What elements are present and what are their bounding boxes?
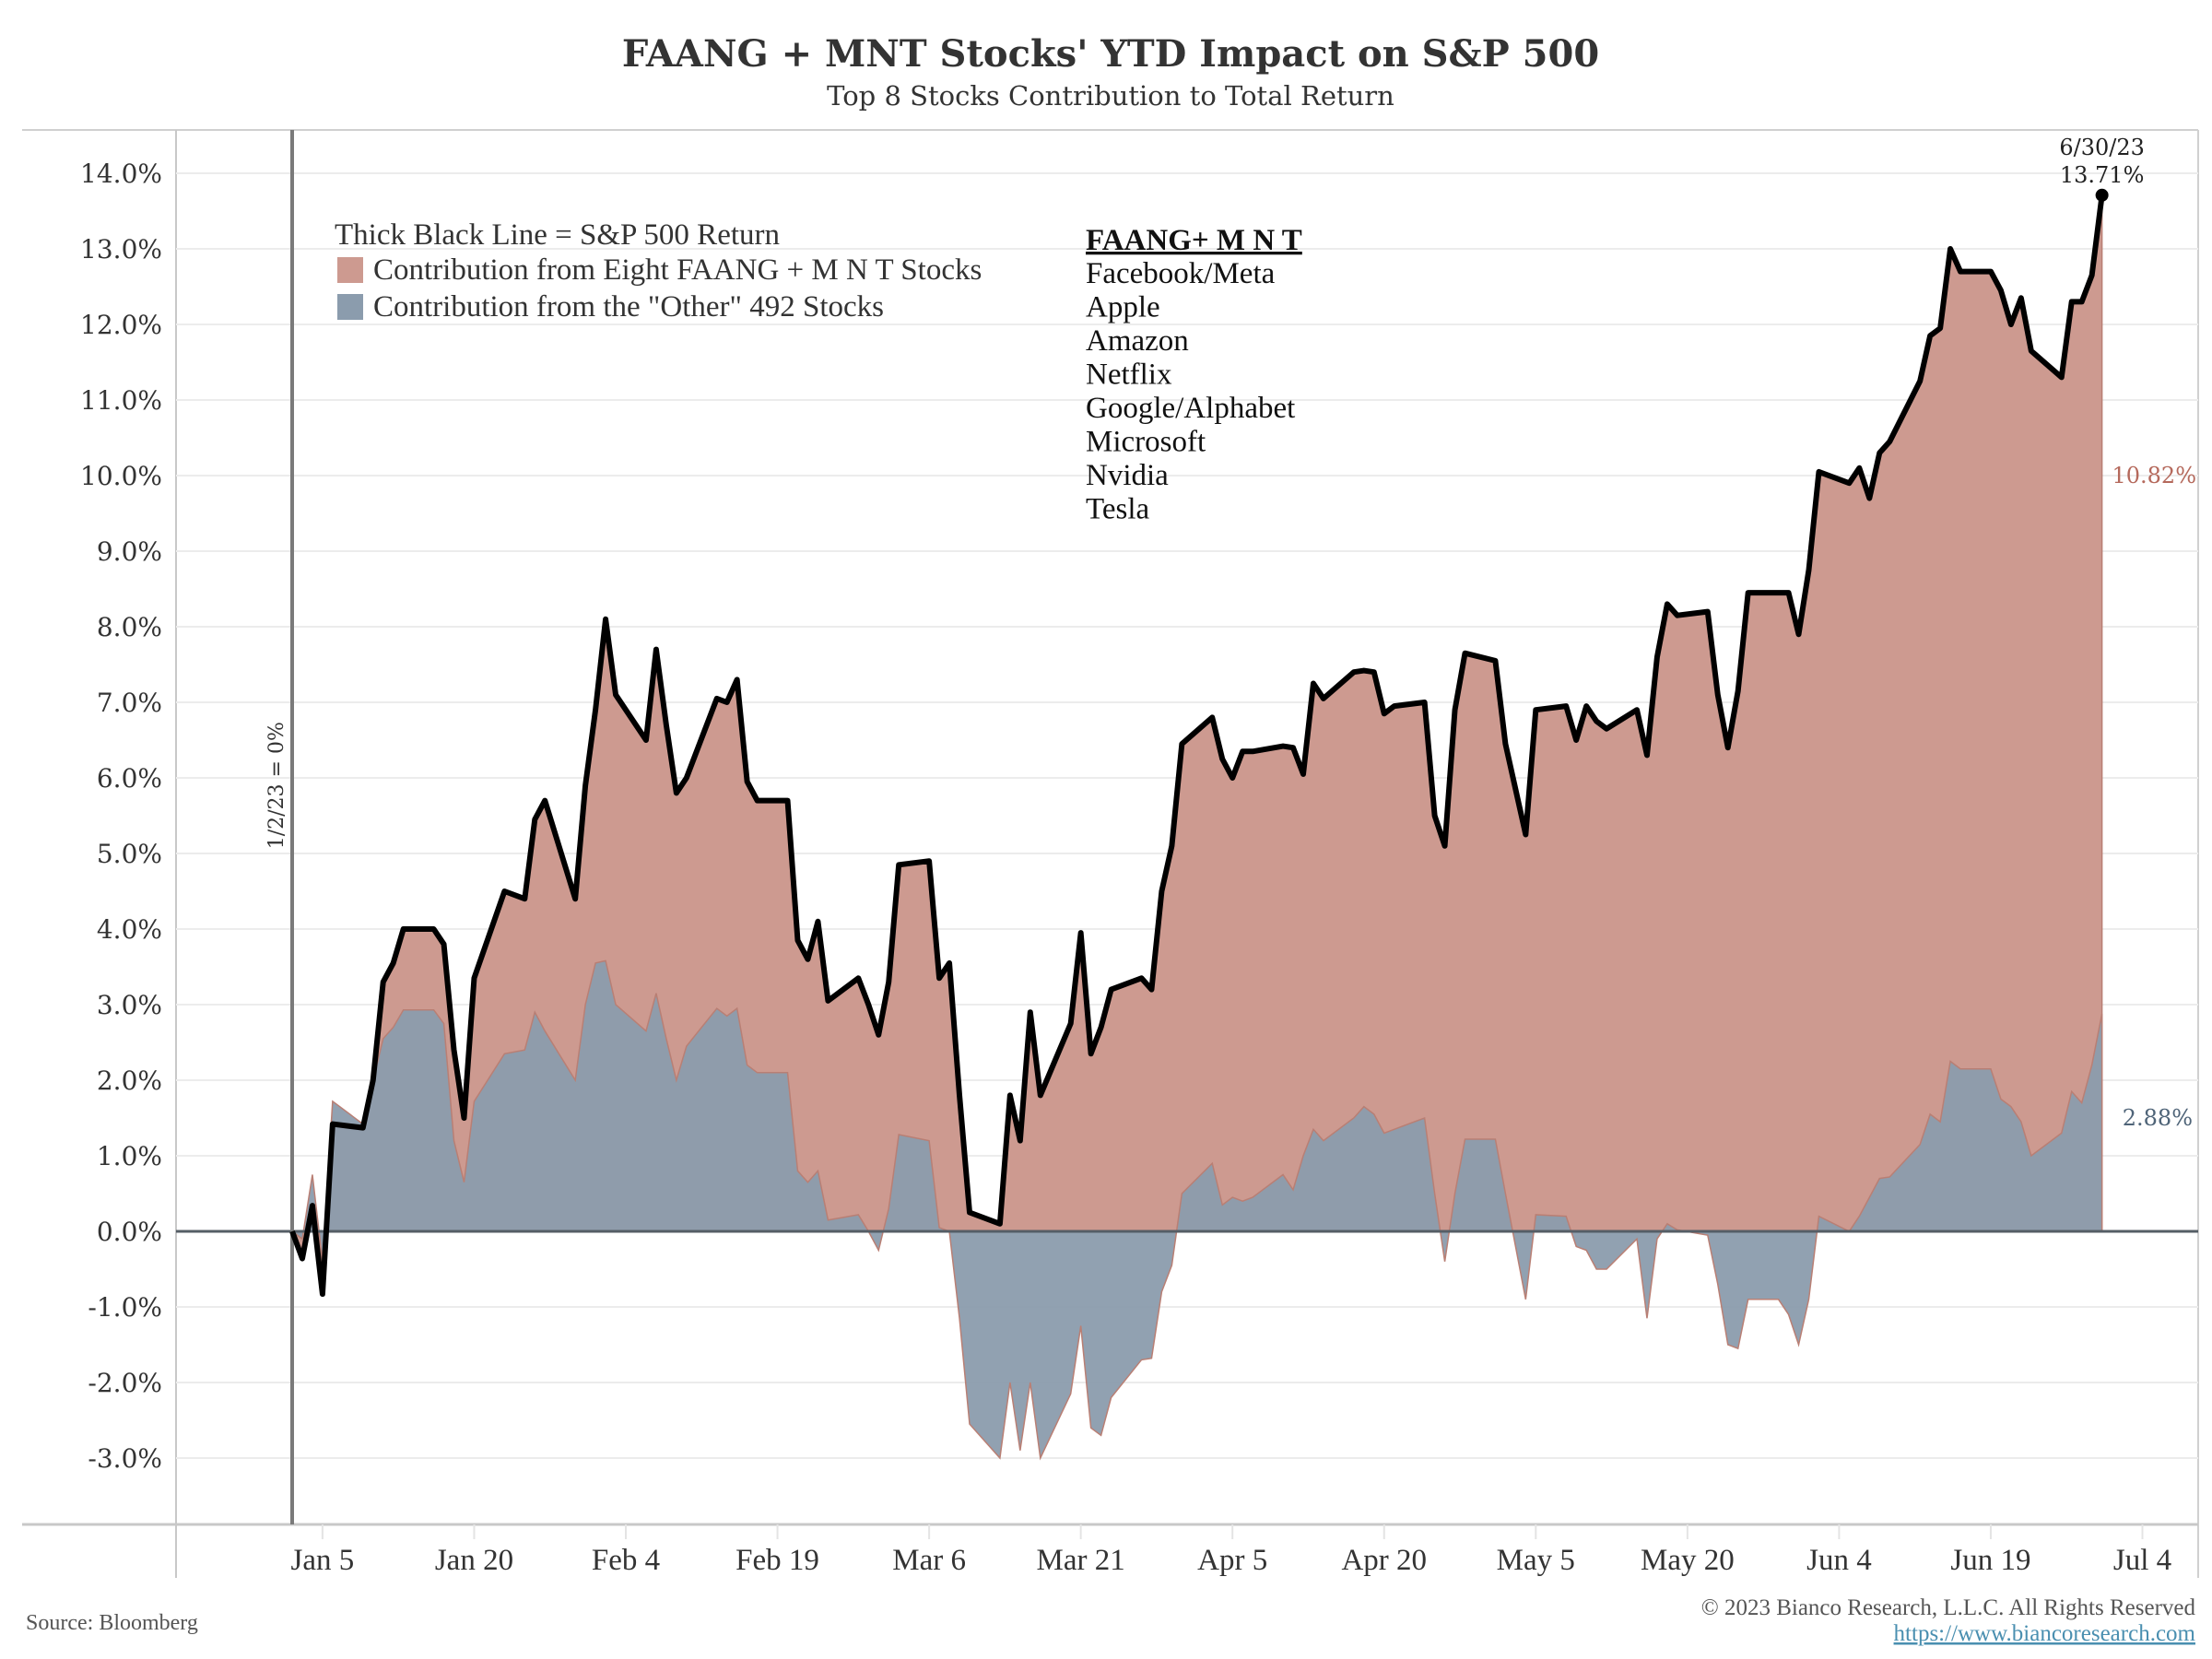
y-tick-label: -1.0% [88,1292,162,1323]
legend-line-label: Thick Black Line = S&P 500 Return [335,218,780,252]
y-tick-label: 12.0% [80,310,162,340]
chart-subtitle: Top 8 Stocks Contribution to Total Retur… [827,80,1394,112]
stock-list-item: Microsoft [1086,426,1206,459]
y-tick-label: 0.0% [97,1217,162,1247]
y-tick-label: 2.0% [97,1065,162,1096]
y-tick-label: 13.0% [80,234,162,265]
y-axis-labels: 14.0% 13.0% 12.0% 11.0% 10.0% 9.0% 8.0% 7.0% 6.0… [80,159,162,1474]
website-link[interactable]: https://www.biancoresearch.com [1894,1621,2196,1646]
stock-list-item: Facebook/Meta [1086,257,1276,290]
sp500-return-line [289,194,2105,1298]
x-tick-label: Feb 4 [592,1544,660,1577]
x-tick-label: May 5 [1497,1544,1575,1577]
end-value-label: 13.71% [2060,162,2145,188]
x-axis-ticks [321,1524,2144,1539]
x-axis-labels: Jan 5 Jan 20 Feb 4 Feb 19 Mar 6 Mar 21 Apr 5 Ap… [291,1544,2172,1577]
y-tick-label: -3.0% [88,1443,162,1474]
y-tick-label: 5.0% [97,839,162,869]
legend-other-label: Contribution from the "Other" 492 Stocks [373,290,884,324]
end-date-label: 6/30/23 [2059,135,2145,160]
y-tick-label: 6.0% [97,763,162,794]
y-tick-label: 9.0% [97,536,162,567]
x-tick-label: Jan 20 [435,1544,513,1577]
other-end-label: 2.88% [2123,1105,2193,1131]
legend: Thick Black Line = S&P 500 Return Contri… [335,218,982,324]
y-tick-label: 11.0% [80,385,162,416]
stock-list: FAANG+ M N T Facebook/MetaAppleAmazonNet… [1086,224,1302,526]
x-tick-label: Mar 21 [1037,1544,1125,1577]
start-date-label: 1/2/23 = 0% [265,722,288,849]
chart-title: FAANG + MNT Stocks' YTD Impact on S&P 50… [622,32,1599,76]
other-contribution-area [289,959,2103,1461]
stock-list-item: Netflix [1086,359,1172,392]
x-tick-label: May 20 [1641,1544,1735,1577]
y-tick-label: 7.0% [97,688,162,718]
x-tick-label: Jun 4 [1806,1544,1872,1577]
y-tick-label: 4.0% [97,914,162,945]
stock-list-item: Tesla [1086,493,1150,526]
stock-list-heading: FAANG+ M N T [1086,224,1302,257]
x-tick-label: Mar 6 [892,1544,966,1577]
x-tick-label: Jul 4 [2113,1544,2171,1577]
end-point-marker [2095,188,2109,202]
y-tick-label: 8.0% [97,612,162,642]
x-tick-label: Jun 19 [1950,1544,2030,1577]
stock-list-item: Apple [1086,291,1160,324]
y-tick-label: 3.0% [97,990,162,1020]
areas [289,194,2103,1461]
x-tick-label: Feb 19 [735,1544,819,1577]
source-note: Source: Bloomberg [26,1611,198,1635]
stock-list-item: Google/Alphabet [1086,392,1295,425]
x-tick-label: Apr 5 [1197,1544,1267,1577]
y-tick-label: 1.0% [97,1141,162,1171]
y-tick-label: -2.0% [88,1368,162,1398]
legend-faang-label: Contribution from Eight FAANG + M N T St… [373,253,982,287]
stock-list-item: Amazon [1086,324,1189,358]
legend-other-swatch [337,294,363,320]
legend-faang-swatch [337,257,363,283]
faang-end-label: 10.82% [2112,463,2196,488]
stock-list-item: Nvidia [1086,459,1169,492]
y-tick-label: 14.0% [80,159,162,189]
copyright: © 2023 Bianco Research, L.L.C. All Right… [1701,1595,2196,1620]
y-tick-label: 10.0% [80,461,162,491]
x-tick-label: Apr 20 [1341,1544,1427,1577]
x-tick-label: Jan 5 [291,1544,355,1577]
